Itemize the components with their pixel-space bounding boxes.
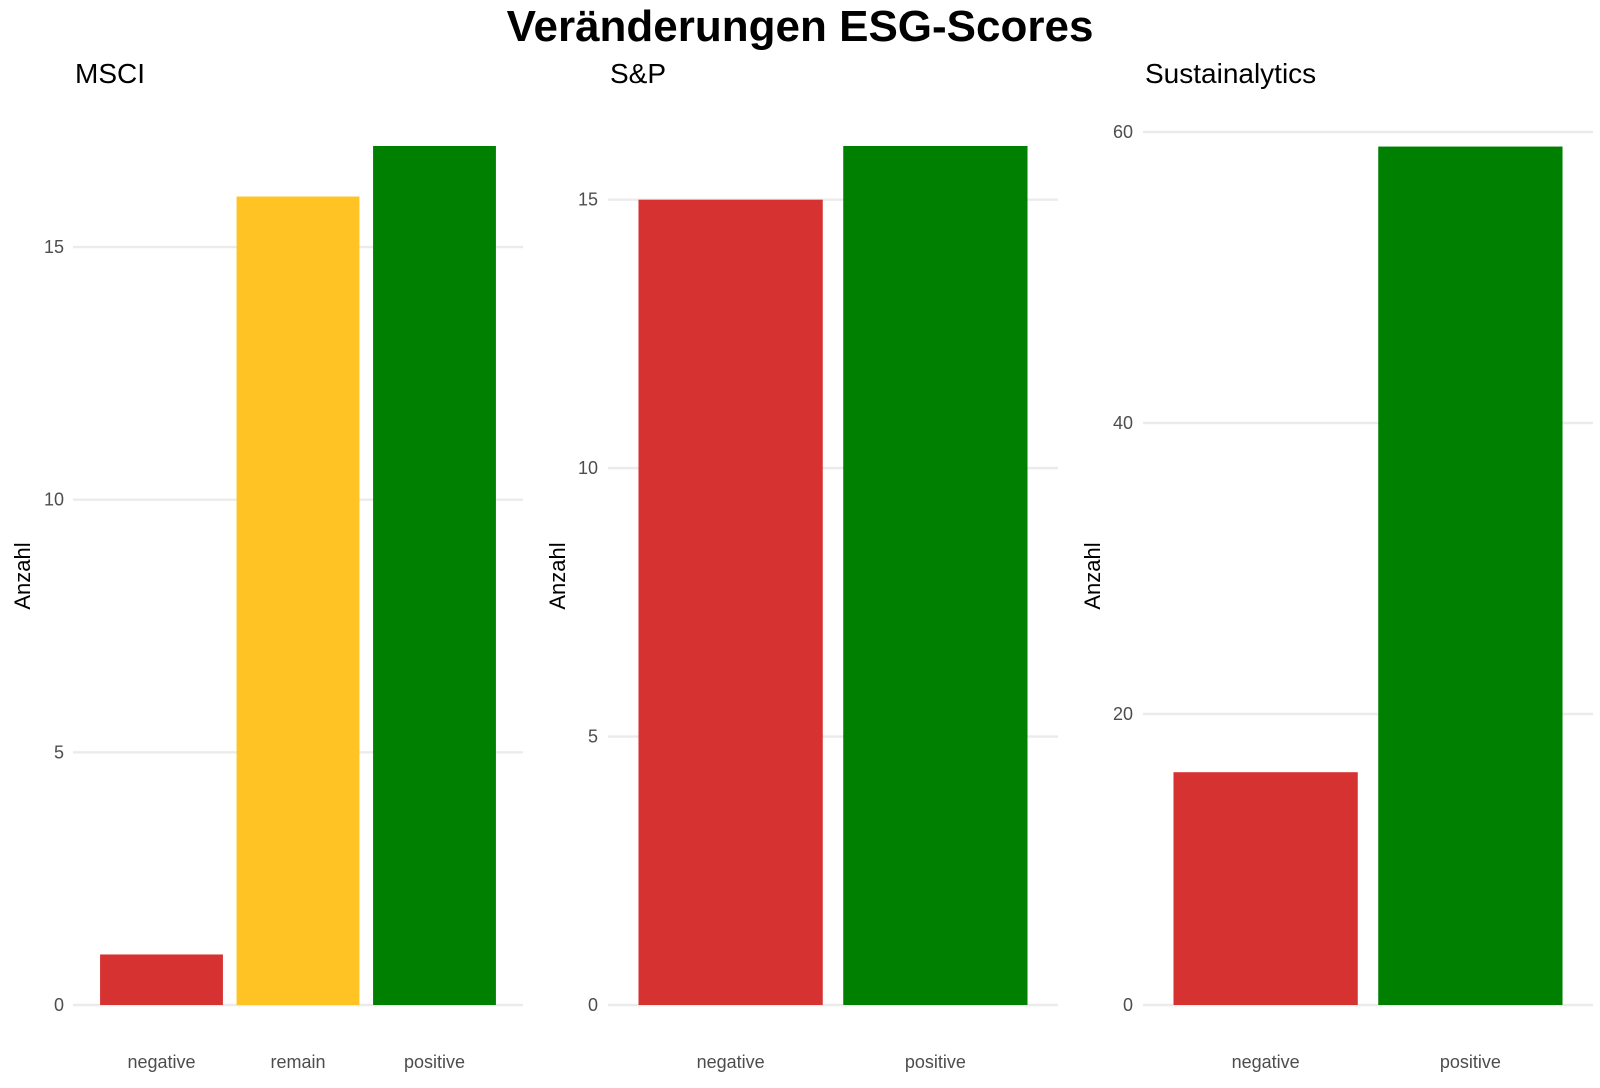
x-tick-label: positive <box>1440 1052 1501 1072</box>
x-tick-label: positive <box>404 1052 465 1072</box>
page-title: Veränderungen ESG-Scores <box>506 2 1094 51</box>
y-tick-label: 60 <box>1113 122 1133 142</box>
y-tick-label: 15 <box>578 190 598 210</box>
y-axis-label: Anzahl <box>545 542 570 609</box>
y-tick-label: 40 <box>1113 413 1133 433</box>
panel-subtitle: Sustainalytics <box>1145 58 1316 89</box>
panel-subtitle: MSCI <box>75 58 145 89</box>
bar-negative <box>638 199 823 1005</box>
bar-positive <box>843 146 1028 1005</box>
bar-positive <box>373 146 496 1005</box>
y-tick-label: 15 <box>44 237 64 257</box>
y-axis-label: Anzahl <box>1080 542 1105 609</box>
bar-remain <box>236 196 360 1005</box>
y-tick-label: 0 <box>54 995 64 1015</box>
y-tick-label: 0 <box>1123 995 1133 1015</box>
y-tick-label: 10 <box>578 458 598 478</box>
x-tick-label: negative <box>697 1052 765 1072</box>
x-tick-label: negative <box>1232 1052 1300 1072</box>
y-tick-label: 5 <box>54 742 64 762</box>
x-tick-label: negative <box>127 1052 195 1072</box>
y-axis-label: Anzahl <box>10 542 35 609</box>
y-tick-label: 5 <box>588 727 598 747</box>
y-tick-label: 10 <box>44 490 64 510</box>
y-tick-label: 0 <box>588 995 598 1015</box>
x-tick-label: positive <box>905 1052 966 1072</box>
bar-negative <box>100 954 223 1005</box>
bar-negative <box>1173 772 1358 1005</box>
y-tick-label: 20 <box>1113 704 1133 724</box>
panel-subtitle: S&P <box>610 58 666 89</box>
x-tick-label: remain <box>270 1052 325 1072</box>
bar-positive <box>1378 146 1563 1006</box>
